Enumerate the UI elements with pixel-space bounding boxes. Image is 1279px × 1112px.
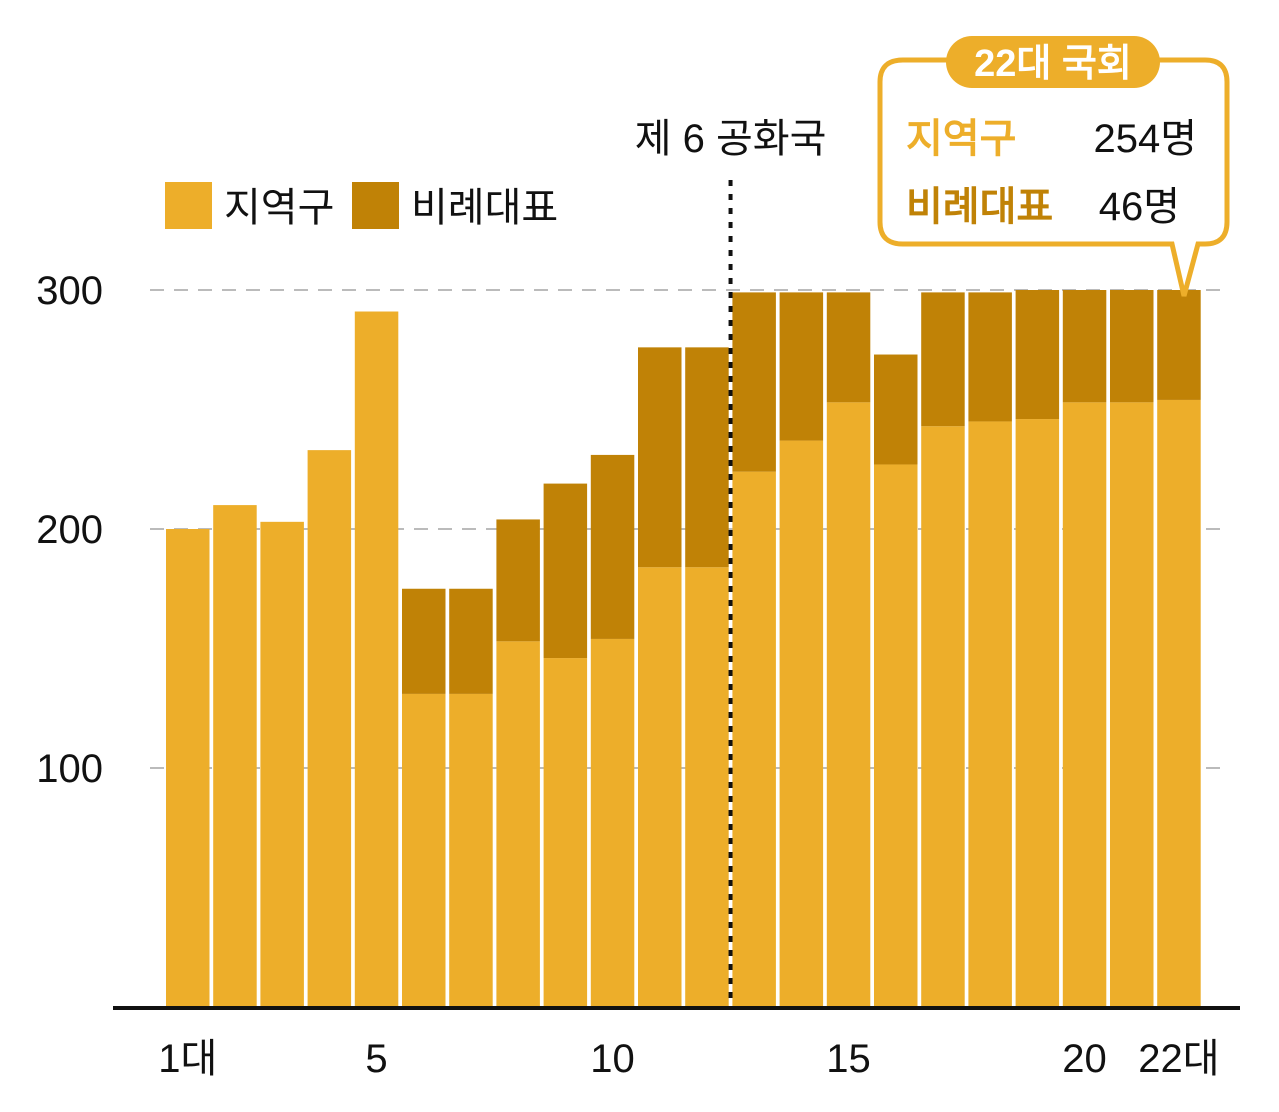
bar-proportional-20 xyxy=(1062,290,1107,403)
legend-swatch-district xyxy=(165,182,212,229)
bar-proportional-18 xyxy=(968,292,1012,422)
x-tick-label: 22대 xyxy=(1138,1037,1219,1081)
bar-district-16 xyxy=(874,464,918,1008)
bar-proportional-12 xyxy=(685,347,729,568)
bar-district-9 xyxy=(543,658,588,1007)
legend-swatch-proportional xyxy=(352,182,399,229)
bar-district-12 xyxy=(685,567,729,1007)
bar-proportional-17 xyxy=(921,292,965,427)
x-axis-ticks: 1대 5 10 15 20 22대 xyxy=(158,1037,1219,1081)
x-tick-label: 1대 xyxy=(158,1037,217,1081)
x-tick-label: 10 xyxy=(590,1037,635,1081)
bars xyxy=(166,290,1201,1008)
y-axis-ticks: 100 200 300 xyxy=(36,269,103,791)
y-tick-label: 300 xyxy=(36,269,103,313)
bar-proportional-13 xyxy=(732,292,776,472)
bar-district-13 xyxy=(732,471,776,1007)
callout: 22대 국회 지역구 254명 비례대표 46명 xyxy=(877,36,1230,297)
bar-district-22 xyxy=(1157,399,1201,1007)
bar-district-20 xyxy=(1062,402,1107,1008)
bar-district-2 xyxy=(213,505,257,1007)
bar-district-11 xyxy=(638,567,682,1007)
x-tick-label: 15 xyxy=(826,1037,871,1081)
callout-row-label-proportional: 비례대표 xyxy=(906,185,1053,229)
bar-district-15 xyxy=(826,402,871,1008)
callout-row-value-district: 254명 xyxy=(1093,117,1197,161)
x-tick-label: 5 xyxy=(365,1037,387,1081)
bar-proportional-15 xyxy=(826,292,871,403)
bar-proportional-14 xyxy=(779,292,824,441)
callout-box xyxy=(877,57,1230,297)
bar-proportional-7 xyxy=(449,588,493,694)
bar-proportional-19 xyxy=(1015,290,1060,420)
bar-proportional-9 xyxy=(543,483,588,659)
bar-proportional-16 xyxy=(874,354,918,465)
callout-title: 22대 국회 xyxy=(974,43,1132,85)
legend-label-proportional: 비례대표 xyxy=(411,186,558,230)
y-tick-label: 200 xyxy=(36,508,103,552)
legend-label-district: 지역구 xyxy=(224,186,334,230)
bar-district-1 xyxy=(166,529,210,1007)
callout-title-pill xyxy=(946,36,1160,88)
bar-district-10 xyxy=(590,638,635,1007)
x-tick-label: 20 xyxy=(1062,1037,1107,1081)
bar-district-6 xyxy=(402,693,446,1007)
callout-row-label-district: 지역구 xyxy=(906,117,1016,161)
bar-district-7 xyxy=(449,693,493,1007)
bar-district-21 xyxy=(1110,402,1154,1008)
bar-district-8 xyxy=(496,641,540,1007)
bar-district-17 xyxy=(921,426,965,1008)
bar-proportional-21 xyxy=(1110,290,1154,403)
bar-district-4 xyxy=(307,450,352,1007)
era-label: 제 6 공화국 xyxy=(635,117,827,161)
bar-proportional-8 xyxy=(496,519,540,642)
bar-district-14 xyxy=(779,440,824,1007)
bar-proportional-6 xyxy=(402,588,446,694)
bar-district-18 xyxy=(968,421,1012,1007)
bar-proportional-10 xyxy=(590,454,635,639)
callout-row-value-proportional: 46명 xyxy=(1099,185,1180,229)
bar-proportional-22 xyxy=(1157,290,1201,400)
bar-district-19 xyxy=(1015,419,1060,1007)
bar-proportional-11 xyxy=(638,347,682,568)
y-tick-label: 100 xyxy=(36,747,103,791)
bar-district-5 xyxy=(354,311,399,1007)
bar-district-3 xyxy=(260,521,304,1007)
legend: 지역구 비례대표 xyxy=(165,182,558,230)
